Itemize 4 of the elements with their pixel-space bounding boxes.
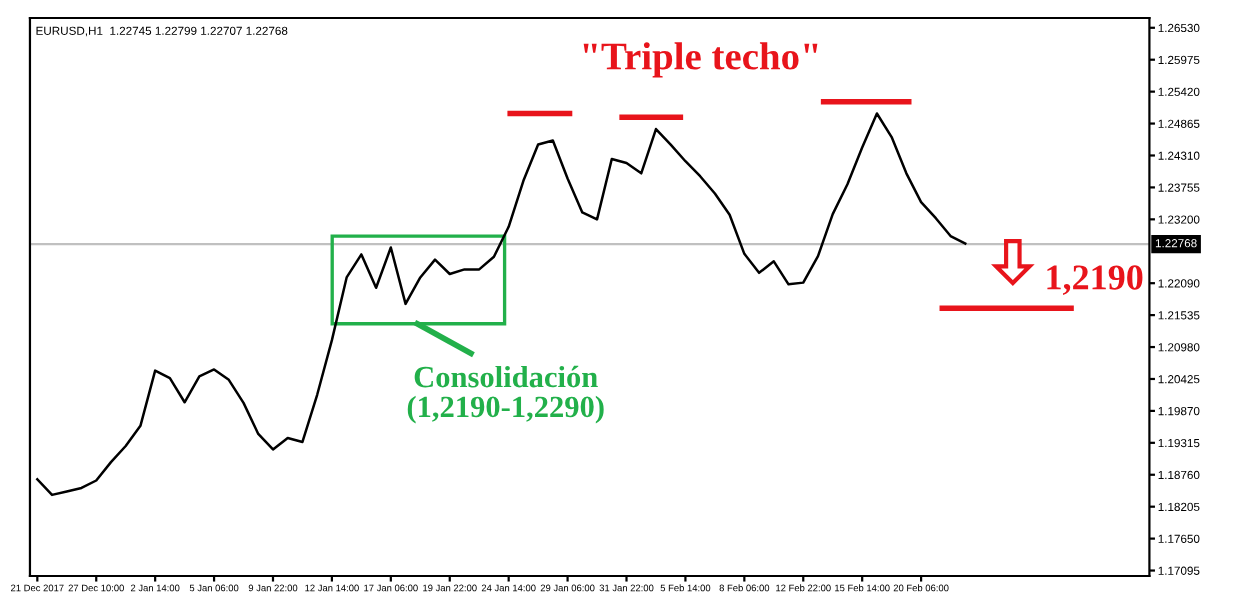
annotation: "Triple techo" bbox=[583, 42, 818, 78]
line-series bbox=[36, 112, 967, 497]
annotation: Consolidación (1,2190-1,2290) bbox=[407, 365, 604, 424]
annotation: 1,2190 bbox=[1047, 265, 1143, 295]
